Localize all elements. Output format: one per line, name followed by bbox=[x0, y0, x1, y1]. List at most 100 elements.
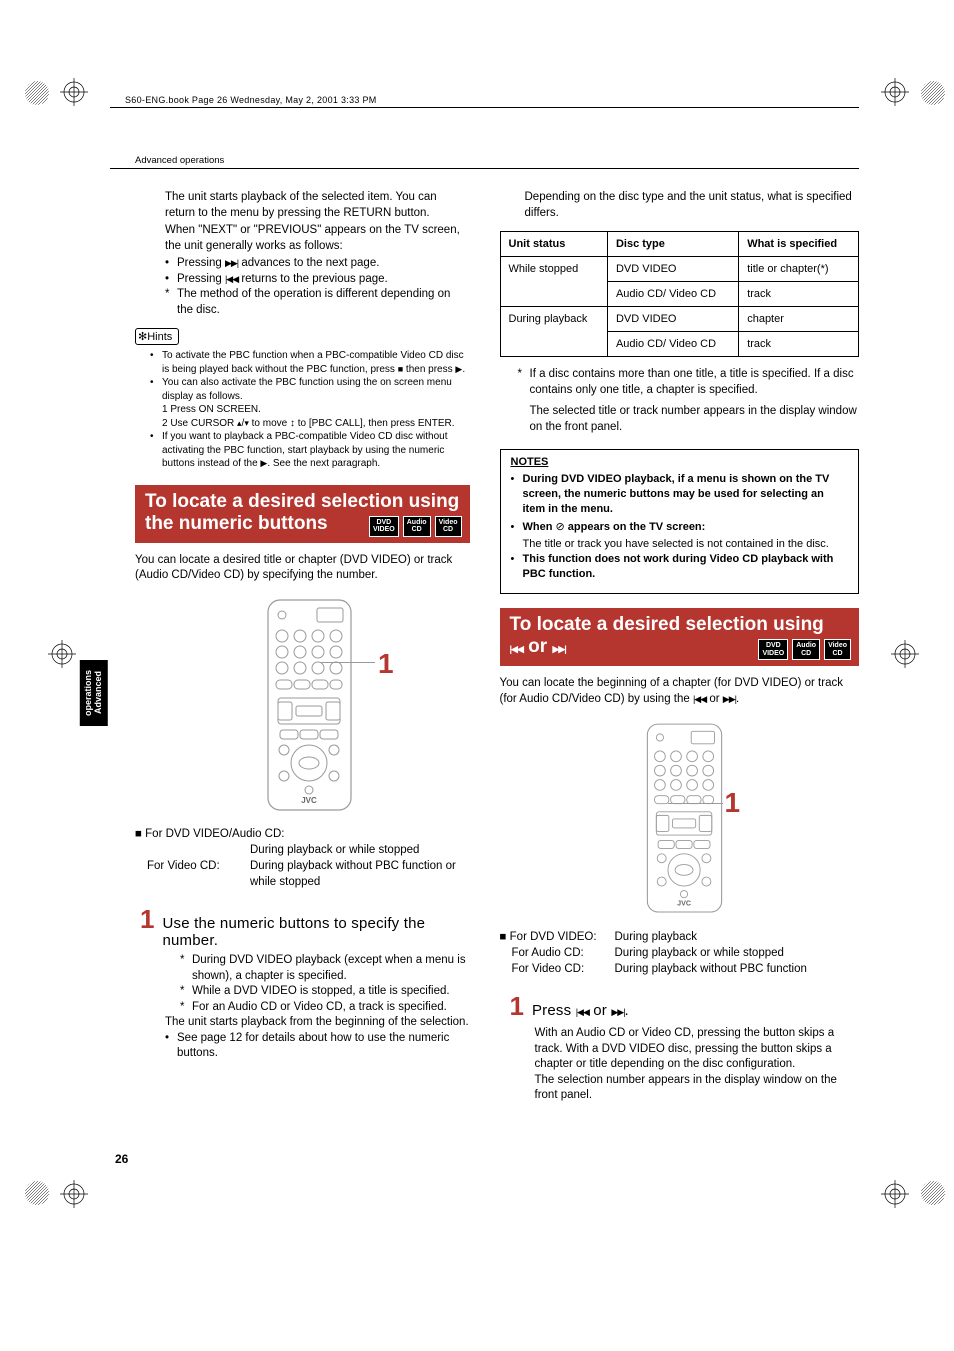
td: While stopped bbox=[500, 257, 607, 307]
side-tab: Advancedoperations bbox=[80, 660, 108, 726]
page: S60-ENG.book Page 26 Wednesday, May 2, 2… bbox=[0, 0, 954, 1351]
badge-video-cd: VideoCD bbox=[435, 516, 462, 537]
hint: To activate the PBC function when a PBC-… bbox=[150, 349, 470, 376]
hatch-bl bbox=[24, 1180, 50, 1206]
conditions-2: ■ For DVD VIDEO:During playback For Audi… bbox=[500, 929, 860, 977]
for-video-cd: For Video CD: bbox=[135, 858, 250, 890]
up-icon bbox=[237, 418, 242, 429]
note-item: This function does not work during Video… bbox=[511, 552, 849, 582]
for-dvd-video: For DVD VIDEO: bbox=[510, 931, 597, 943]
right-column: Depending on the disc type and the unit … bbox=[500, 190, 860, 1104]
for-video-cd: For Video CD: bbox=[500, 961, 615, 977]
step-number: 1 bbox=[510, 991, 524, 1022]
remote-icon: JVC bbox=[642, 721, 727, 916]
page-number: 26 bbox=[115, 1152, 128, 1166]
td: track bbox=[739, 282, 859, 307]
bullet: Pressing advances to the next page. bbox=[165, 256, 470, 272]
step-note: For an Audio CD or Video CD, a track is … bbox=[180, 1000, 470, 1016]
badge-dvd: DVDVIDEO bbox=[758, 639, 788, 660]
td: Audio CD/ Video CD bbox=[607, 282, 738, 307]
hint: You can also activate the PBC function u… bbox=[150, 376, 470, 403]
hatch-tl bbox=[24, 80, 50, 106]
step-para: The selection number appears in the disp… bbox=[535, 1073, 860, 1104]
step-note: During DVD VIDEO playback (except when a… bbox=[180, 953, 470, 984]
notes-box: NOTES During DVD VIDEO playback, if a me… bbox=[500, 449, 860, 594]
prohibit-icon bbox=[556, 521, 565, 533]
section-rule bbox=[110, 168, 859, 169]
cond-desc: During playback or while stopped bbox=[615, 945, 860, 961]
td: chapter bbox=[739, 307, 859, 332]
left-column: Advancedoperations The unit starts playb… bbox=[110, 190, 470, 1104]
td: DVD VIDEO bbox=[607, 257, 738, 282]
remote-icon: JVC bbox=[262, 598, 357, 813]
svg-text:JVC: JVC bbox=[677, 900, 691, 908]
step-text: Press or . bbox=[532, 1002, 629, 1019]
header-rule bbox=[110, 107, 859, 108]
remote-figure: 1 bbox=[150, 598, 470, 816]
format-badges: DVDVIDEO AudioCD VideoCD bbox=[758, 639, 851, 660]
cond-desc: During playback bbox=[615, 929, 860, 945]
callout-line bbox=[668, 803, 723, 804]
badge-video-cd: VideoCD bbox=[824, 639, 851, 660]
td: Audio CD/ Video CD bbox=[607, 332, 738, 357]
side-tab-l2: operations bbox=[83, 670, 93, 716]
hint-substep: 2 Use CURSOR / to move to [PBC CALL], th… bbox=[162, 417, 470, 431]
prev-icon bbox=[693, 693, 706, 705]
heading-numeric: To locate a desired selection using the … bbox=[135, 485, 470, 543]
next-icon bbox=[552, 639, 565, 655]
para: When "NEXT" or "PREVIOUS" appears on the… bbox=[165, 223, 470, 254]
step-note: While a DVD VIDEO is stopped, a title is… bbox=[180, 984, 470, 1000]
registration-mark-tl bbox=[60, 78, 88, 106]
note-item: When appears on the TV screen: bbox=[511, 520, 849, 535]
cond-desc: During playback without PBC function bbox=[615, 961, 860, 977]
td: DVD VIDEO bbox=[607, 307, 738, 332]
for-dvd-audio: For DVD VIDEO/Audio CD: bbox=[145, 828, 284, 840]
para: The unit starts playback of the selected… bbox=[165, 190, 470, 221]
print-header: S60-ENG.book Page 26 Wednesday, May 2, 2… bbox=[125, 95, 377, 105]
content-columns: Advancedoperations The unit starts playb… bbox=[110, 190, 859, 1104]
heading-skip: To locate a desired selection using or D… bbox=[500, 608, 860, 666]
para: Depending on the disc type and the unit … bbox=[525, 190, 860, 221]
cond-desc: During playback or while stopped bbox=[250, 842, 470, 858]
badge-audio-cd: AudioCD bbox=[403, 516, 431, 537]
hint-substep: 1 Press ON SCREEN. bbox=[162, 403, 470, 417]
heading-text: To locate a desired selection using bbox=[510, 614, 824, 635]
td: During playback bbox=[500, 307, 607, 357]
prev-icon bbox=[510, 639, 523, 655]
th-specified: What is specified bbox=[739, 232, 859, 257]
prev-icon bbox=[576, 1002, 589, 1019]
bullet: Pressing returns to the previous page. bbox=[165, 272, 470, 288]
th-disc-type: Disc type bbox=[607, 232, 738, 257]
next-icon bbox=[611, 1002, 624, 1019]
para: The selected title or track number appea… bbox=[530, 404, 860, 435]
step-para: With an Audio CD or Video CD, pressing t… bbox=[535, 1026, 860, 1073]
format-badges: DVDVIDEO AudioCD VideoCD bbox=[369, 516, 462, 537]
badge-audio-cd: AudioCD bbox=[792, 639, 820, 660]
remote-figure-2: 1 bbox=[510, 721, 860, 919]
section-header: Advanced operations bbox=[135, 155, 224, 166]
registration-mark-ml bbox=[48, 640, 76, 668]
step-1-head: 1 Use the numeric buttons to specify the… bbox=[140, 904, 470, 949]
td: track bbox=[739, 332, 859, 357]
side-tab-l1: Advanced bbox=[93, 672, 103, 715]
disc-table: Unit status Disc type What is specified … bbox=[500, 231, 860, 357]
callout-1: 1 bbox=[378, 648, 394, 680]
para: You can locate a desired title or chapte… bbox=[135, 553, 470, 584]
callout-line bbox=[320, 662, 375, 663]
th-unit-status: Unit status bbox=[500, 232, 607, 257]
td: title or chapter(*) bbox=[739, 257, 859, 282]
conditions: ■ For DVD VIDEO/Audio CD: During playbac… bbox=[135, 826, 470, 890]
hatch-tr bbox=[920, 80, 946, 106]
cond-desc: During playback without PBC function or … bbox=[250, 858, 470, 890]
registration-mark-tr bbox=[881, 78, 909, 106]
step-bullet: See page 12 for details about how to use… bbox=[165, 1031, 470, 1062]
hints-label: ✻Hints bbox=[135, 328, 179, 345]
next-icon bbox=[723, 693, 736, 705]
asterisk-note: The method of the operation is different… bbox=[165, 287, 470, 318]
step-number: 1 bbox=[140, 904, 154, 935]
footnote: If a disc contains more than one title, … bbox=[518, 367, 860, 398]
note-sub: The title or track you have selected is … bbox=[523, 537, 849, 552]
step-1-head-right: 1 Press or . bbox=[510, 991, 860, 1022]
next-icon bbox=[225, 257, 238, 269]
hatch-br bbox=[920, 1180, 946, 1206]
